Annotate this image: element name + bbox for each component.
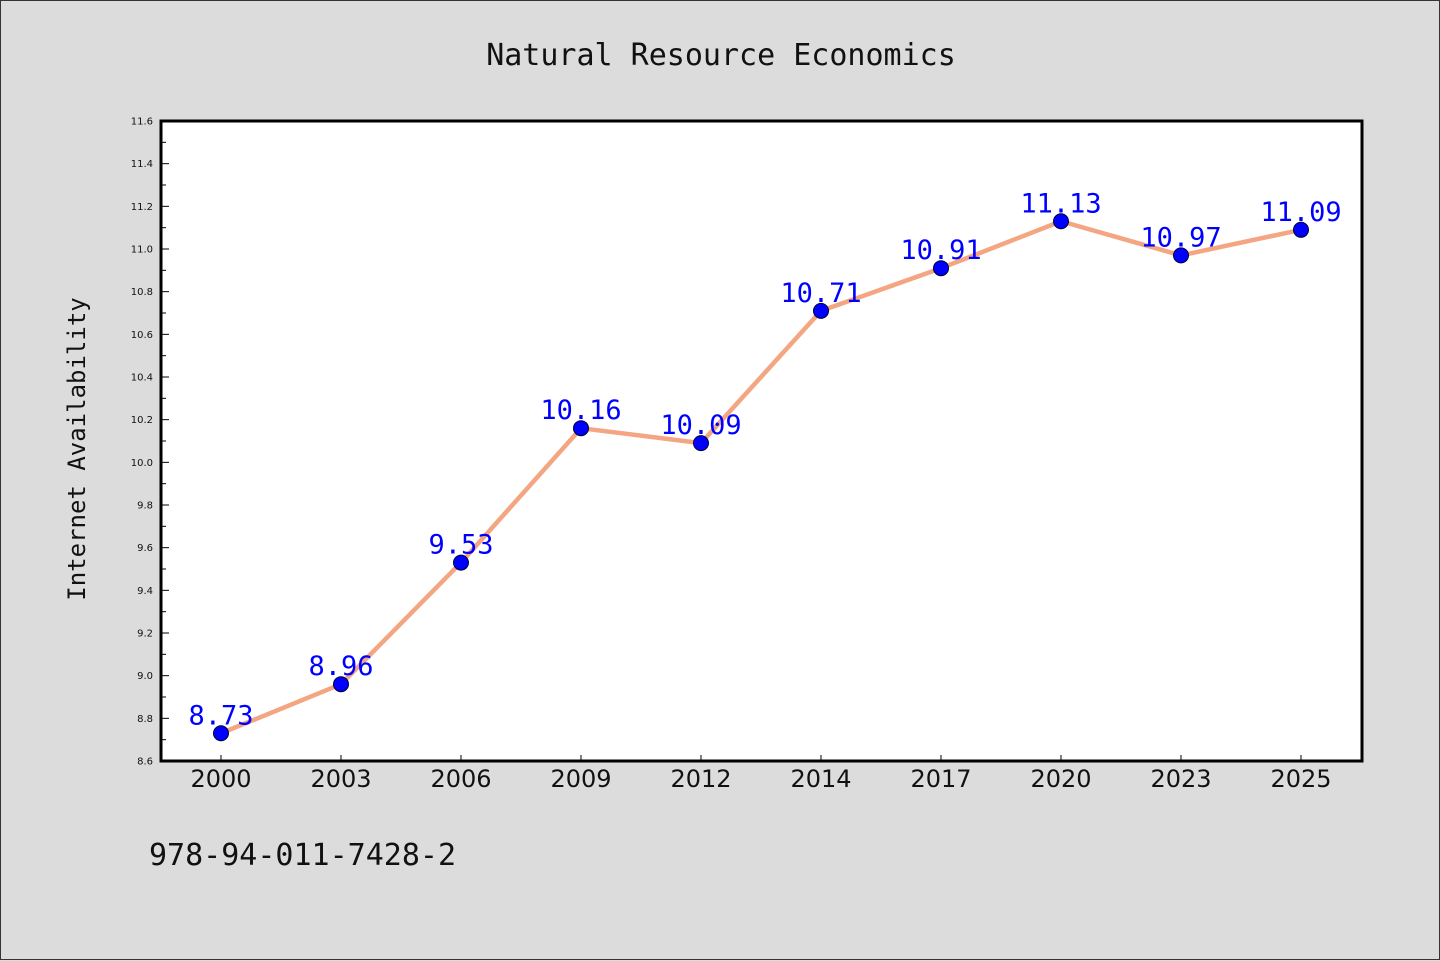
- y-tick-label: 10.0: [131, 458, 153, 469]
- data-label: 9.53: [428, 530, 493, 561]
- data-point: [1053, 213, 1069, 230]
- y-tick-label: 9.8: [137, 501, 153, 512]
- data-label: 10.91: [900, 235, 981, 266]
- data-label: 10.09: [660, 410, 741, 441]
- data-label: 10.97: [1140, 222, 1221, 253]
- data-label: 8.96: [308, 651, 373, 682]
- x-tick-label: 2006: [430, 765, 491, 793]
- data-point: [813, 302, 829, 319]
- data-point: [693, 435, 709, 452]
- data-point: [1293, 221, 1309, 238]
- y-tick-label: 9.4: [137, 586, 153, 597]
- data-label: 11.09: [1260, 197, 1341, 228]
- x-tick-label: 2000: [190, 765, 251, 793]
- y-axis-ticks: 8.6 8.8 9.0 9.2 9.4 9.6 9.8 10.0 10.2 10.4 10.6 10.…: [131, 117, 169, 768]
- y-axis-label: Internet Availability: [63, 297, 91, 600]
- x-tick-label: 2003: [310, 765, 371, 793]
- y-tick-label: 8.8: [137, 714, 153, 725]
- x-tick-label: 2023: [1150, 765, 1211, 793]
- data-point: [1173, 247, 1189, 264]
- data-labels: 8.73 8.96 9.53 10.16 10.09 10.71 10.91 11.13 10.…: [188, 188, 1341, 731]
- y-tick-label: 11.6: [131, 117, 153, 128]
- x-tick-label: 2025: [1270, 765, 1331, 793]
- chart-title: Natural Resource Economics: [486, 38, 956, 73]
- data-point: [333, 676, 349, 693]
- y-tick-label: 11.2: [131, 202, 153, 213]
- x-tick-label: 2014: [790, 765, 851, 793]
- y-tick-label: 10.6: [131, 330, 153, 341]
- y-tick-label: 10.2: [131, 415, 153, 426]
- x-tick-label: 2017: [910, 765, 971, 793]
- y-tick-label: 10.8: [131, 287, 153, 298]
- x-tick-label: 2020: [1030, 765, 1091, 793]
- data-point: [573, 420, 589, 437]
- data-label: 10.71: [780, 278, 861, 309]
- y-tick-label: 11.0: [131, 245, 153, 256]
- data-label: 11.13: [1020, 188, 1101, 219]
- y-tick-label: 11.4: [131, 159, 153, 170]
- series-line: [220, 219, 1302, 736]
- x-tick-label: 2009: [550, 765, 611, 793]
- y-tick-label: 9.0: [137, 671, 153, 682]
- y-tick-label: 9.2: [137, 629, 153, 640]
- data-point: [213, 725, 229, 742]
- x-axis-ticks: 2000 2003 2006 2009 2012 2014 2017 2020 2023 2025: [190, 755, 1332, 793]
- data-point: [933, 260, 949, 277]
- data-markers: [213, 213, 1309, 742]
- data-point: [453, 554, 469, 571]
- footer-code: 978-94-011-7428-2: [149, 838, 456, 873]
- y-tick-label: 10.4: [131, 373, 153, 384]
- y-tick-label: 9.6: [137, 543, 153, 554]
- data-label: 8.73: [188, 700, 253, 731]
- plot-area: [159, 119, 1364, 763]
- data-label: 10.16: [540, 395, 621, 426]
- y-tick-label: 8.6: [137, 757, 153, 768]
- x-tick-label: 2012: [670, 765, 731, 793]
